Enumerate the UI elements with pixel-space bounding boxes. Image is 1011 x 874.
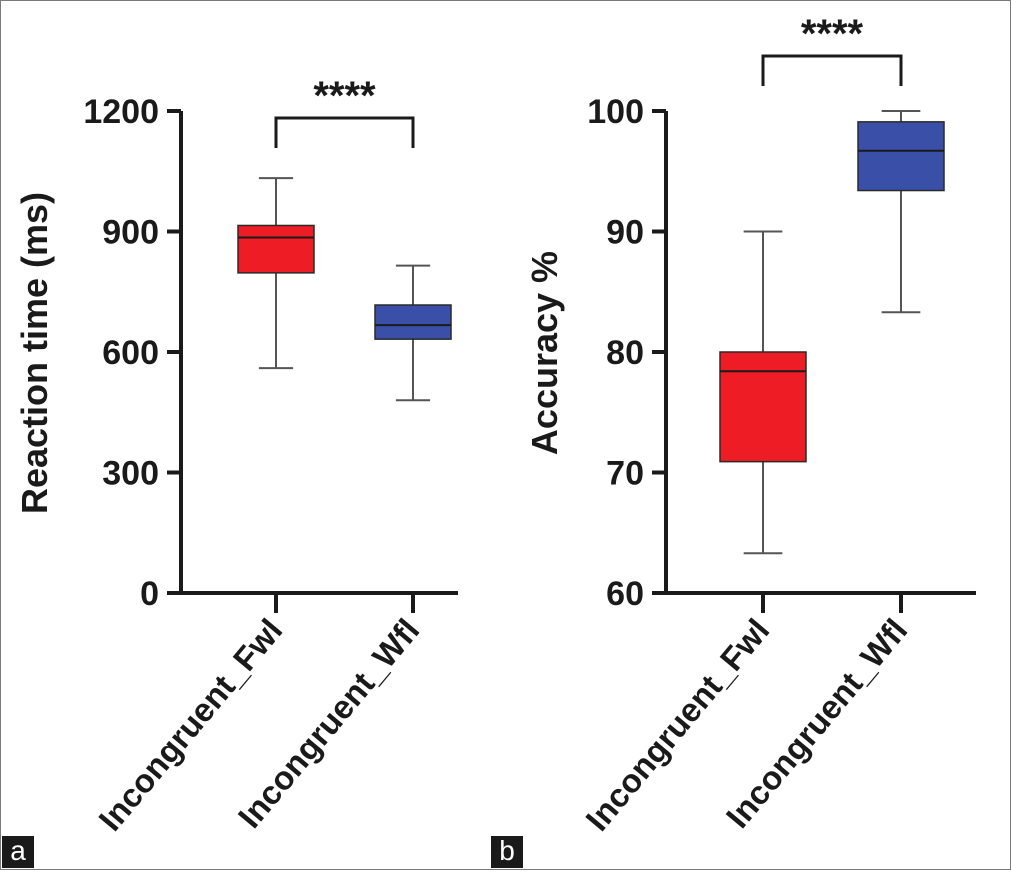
significance-bracket	[274, 116, 415, 148]
iqr-box	[374, 304, 452, 340]
panel-a-label: a	[2, 836, 34, 868]
box-incongruent-fwl	[719, 230, 807, 555]
y-tick-label: 0	[140, 575, 159, 613]
iqr-box	[237, 224, 315, 274]
y-axis-label: Accuracy %	[524, 251, 565, 455]
box-incongruent-wfl	[857, 110, 945, 314]
significance-label: ****	[313, 74, 376, 118]
box-incongruent-wfl	[374, 264, 452, 402]
significance-label: ****	[801, 12, 864, 56]
y-tick-label: 900	[102, 214, 159, 252]
box-incongruent-fwl	[237, 177, 315, 370]
y-tick-label: 80	[606, 334, 644, 372]
panel-b-label: b	[491, 836, 523, 868]
y-tick-label: 1200	[83, 93, 159, 131]
y-tick-label: 90	[606, 214, 644, 252]
significance-bracket	[761, 54, 903, 86]
iqr-box	[857, 121, 945, 192]
y-tick-label: 300	[102, 455, 159, 493]
iqr-box	[719, 351, 807, 463]
y-axis-label: Reaction time (ms)	[14, 192, 55, 514]
y-tick-label: 100	[587, 93, 644, 131]
y-tick-label: 70	[606, 455, 644, 493]
y-tick-label: 60	[606, 575, 644, 613]
y-tick-label: 600	[102, 334, 159, 372]
